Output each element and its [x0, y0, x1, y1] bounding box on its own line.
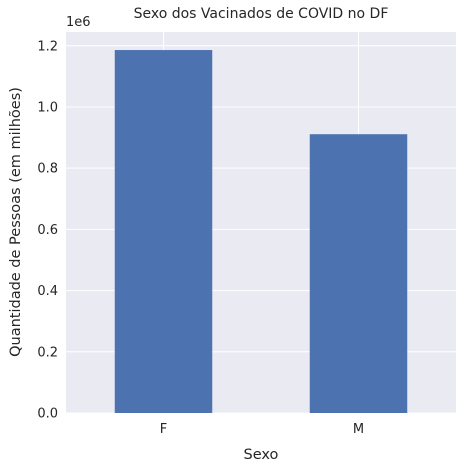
- x-tick-label-f: F: [160, 422, 167, 437]
- y-tick-labels: 0.0 0.2 0.4 0.6 0.8 1.0 1.2: [37, 39, 58, 421]
- chart-title: Sexo dos Vacinados de COVID no DF: [134, 6, 389, 22]
- y-tick-label-0: 0.0: [37, 407, 58, 422]
- y-tick-label-4: 0.8: [37, 162, 58, 177]
- bars: [114, 50, 408, 414]
- x-tick-label-m: M: [353, 422, 364, 437]
- bar-f: [114, 50, 213, 413]
- y-tick-label-2: 0.4: [37, 284, 58, 299]
- y-tick-label-6: 1.2: [37, 39, 58, 54]
- y-tick-label-1: 0.2: [37, 345, 58, 360]
- y-tick-label-3: 0.6: [37, 223, 58, 238]
- y-tick-label-5: 1.0: [37, 100, 58, 115]
- y-offset-label: 1e6: [66, 15, 91, 30]
- bar-m: [309, 134, 408, 414]
- x-axis-label: Sexo: [244, 447, 279, 463]
- y-axis-label: Quantidade de Pessoas (em milhões): [8, 87, 24, 357]
